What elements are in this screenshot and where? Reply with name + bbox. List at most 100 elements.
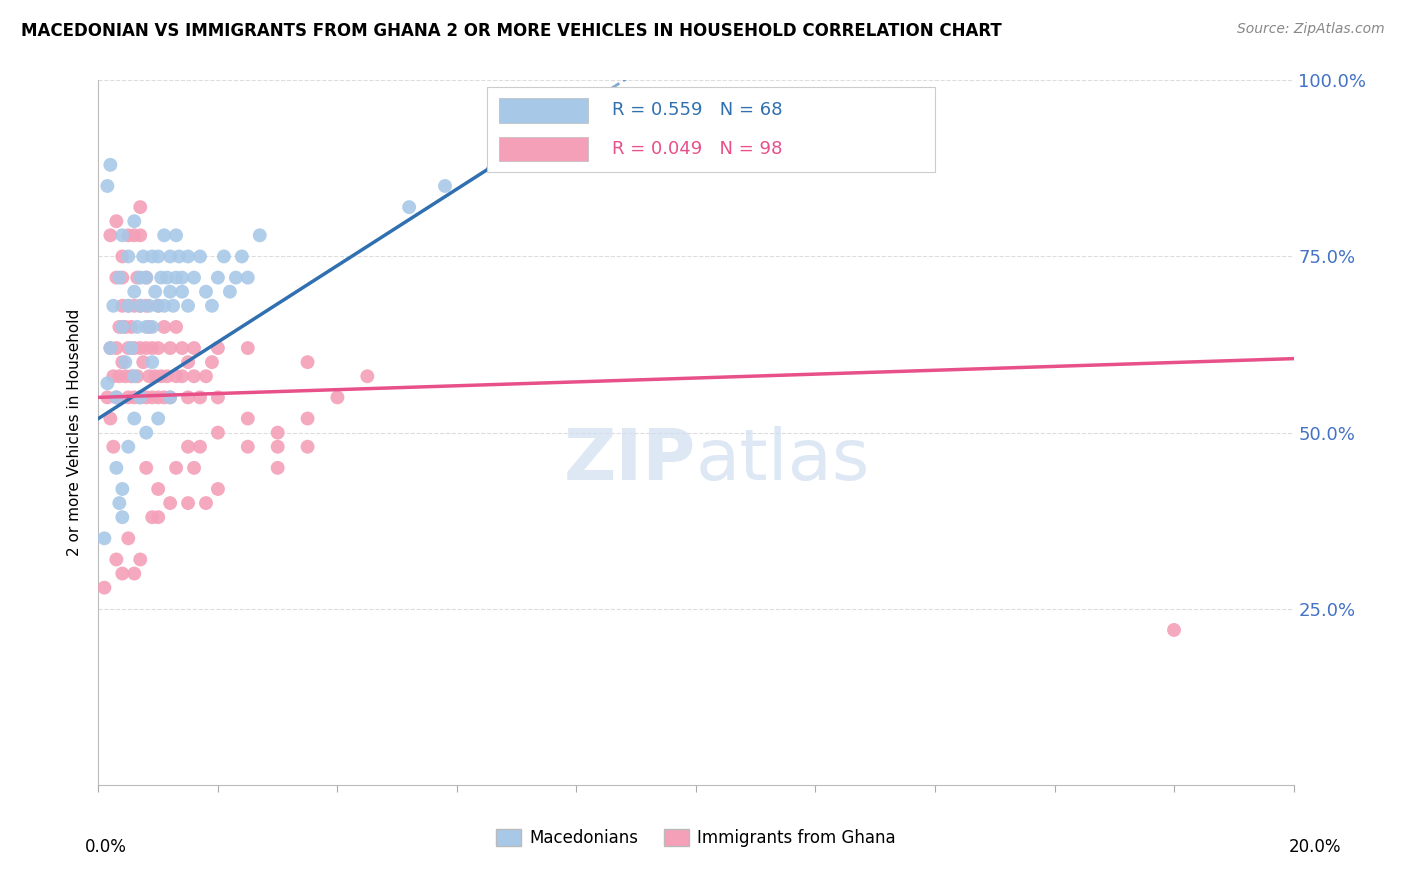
Y-axis label: 2 or more Vehicles in Household: 2 or more Vehicles in Household xyxy=(67,309,83,557)
Point xyxy=(120,319,142,334)
Point xyxy=(141,341,163,355)
Point xyxy=(117,440,139,454)
Text: 20.0%: 20.0% xyxy=(1288,838,1341,856)
Point xyxy=(135,341,157,355)
Point xyxy=(138,299,160,313)
Point xyxy=(117,341,139,355)
Point xyxy=(177,299,200,313)
Point xyxy=(236,411,259,425)
Point xyxy=(98,228,122,243)
Point xyxy=(148,510,170,524)
Point xyxy=(114,369,136,384)
Point xyxy=(93,581,115,595)
Point xyxy=(212,249,235,264)
Point xyxy=(177,249,200,264)
Point xyxy=(207,341,229,355)
Point xyxy=(114,355,136,369)
Point xyxy=(111,270,134,285)
Point xyxy=(111,566,134,581)
Point xyxy=(201,355,224,369)
Point xyxy=(165,460,187,475)
Point xyxy=(148,341,170,355)
Point xyxy=(96,178,118,194)
Point xyxy=(111,228,134,243)
Point xyxy=(141,510,163,524)
Point xyxy=(183,460,205,475)
Point xyxy=(267,460,290,475)
Point xyxy=(135,460,157,475)
Point xyxy=(141,391,163,405)
Point xyxy=(1163,623,1185,637)
Point xyxy=(177,355,200,369)
Point xyxy=(117,299,139,313)
Point xyxy=(132,355,155,369)
Point xyxy=(117,532,139,546)
Point xyxy=(120,369,142,384)
Point xyxy=(165,369,187,384)
Point xyxy=(150,270,173,285)
Point xyxy=(98,411,122,425)
Point xyxy=(135,319,157,334)
Point xyxy=(135,391,157,405)
Point xyxy=(124,391,146,405)
Point xyxy=(103,299,125,313)
Point xyxy=(124,369,146,384)
Text: MACEDONIAN VS IMMIGRANTS FROM GHANA 2 OR MORE VEHICLES IN HOUSEHOLD CORRELATION : MACEDONIAN VS IMMIGRANTS FROM GHANA 2 OR… xyxy=(21,22,1002,40)
Point xyxy=(153,299,176,313)
Point xyxy=(236,440,259,454)
Point xyxy=(326,391,349,405)
Point xyxy=(207,482,229,496)
Point xyxy=(195,369,218,384)
Point xyxy=(156,270,179,285)
Point xyxy=(117,228,139,243)
Point xyxy=(153,319,176,334)
Point xyxy=(159,391,181,405)
Point xyxy=(127,270,149,285)
Point xyxy=(159,249,181,264)
Point xyxy=(124,299,146,313)
Point xyxy=(159,391,181,405)
Text: Source: ZipAtlas.com: Source: ZipAtlas.com xyxy=(1237,22,1385,37)
Point xyxy=(98,341,122,355)
Point xyxy=(177,391,200,405)
Point xyxy=(172,341,194,355)
Point xyxy=(105,341,128,355)
Point xyxy=(148,249,170,264)
Point xyxy=(96,391,118,405)
Point xyxy=(141,319,163,334)
Point xyxy=(135,270,157,285)
Point xyxy=(98,158,122,172)
Point xyxy=(172,270,194,285)
Point xyxy=(111,355,134,369)
Point xyxy=(105,214,128,228)
Point xyxy=(153,391,176,405)
Point xyxy=(195,496,218,510)
Point xyxy=(129,270,152,285)
Point xyxy=(105,270,128,285)
Point xyxy=(236,270,259,285)
Point xyxy=(124,285,146,299)
Point xyxy=(148,391,170,405)
Point xyxy=(356,369,378,384)
Point xyxy=(177,440,200,454)
Point xyxy=(111,482,134,496)
Point xyxy=(153,228,176,243)
Point xyxy=(124,411,146,425)
Point xyxy=(117,299,139,313)
Point xyxy=(249,228,271,243)
Point xyxy=(231,249,253,264)
Point xyxy=(129,228,152,243)
Point xyxy=(111,249,134,264)
Point xyxy=(297,355,319,369)
Point xyxy=(297,440,319,454)
Point xyxy=(138,319,160,334)
Point xyxy=(129,552,152,566)
Point xyxy=(124,214,146,228)
Text: atlas: atlas xyxy=(696,426,870,495)
Point xyxy=(195,285,218,299)
Point xyxy=(129,341,152,355)
Point xyxy=(398,200,420,214)
Point xyxy=(108,496,131,510)
Point xyxy=(148,299,170,313)
Point xyxy=(98,341,122,355)
